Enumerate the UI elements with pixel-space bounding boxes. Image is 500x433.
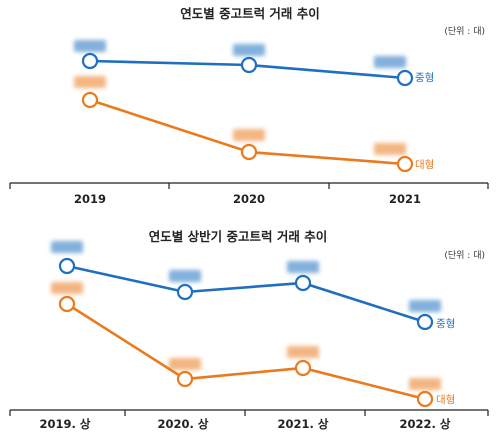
data-point-marker (396, 69, 414, 87)
data-point-marker (81, 52, 99, 70)
chart-2-tick-label: 2020. 상 (158, 417, 209, 431)
chart-2-series-mid (51, 241, 441, 331)
chart-2-series-label-large: 대형 (436, 394, 455, 406)
chart-2-tick-marks (9, 410, 489, 416)
data-point-marker (81, 91, 99, 109)
data-label-obscured (169, 270, 201, 282)
chart-2-unit: (단위 : 대) (444, 250, 485, 261)
chart-2: 연도별 상반기 중고트럭 거래 추이 (단위 : 대) 2019. 상 2020… (9, 229, 489, 431)
data-point-marker (294, 359, 312, 377)
chart-1-tick-label: 2020 (233, 192, 265, 206)
data-label-obscured (51, 241, 83, 253)
data-label-obscured (51, 282, 83, 294)
chart-2-series-label-mid: 중형 (436, 318, 455, 330)
data-point-marker (294, 274, 312, 292)
chart-1-unit: (단위 : 대) (444, 26, 485, 37)
chart-1-series-mid (74, 40, 414, 87)
data-label-obscured (287, 261, 319, 273)
chart-2-tick-label: 2021. 상 (278, 417, 329, 431)
chart-1-title: 연도별 중고트럭 거래 추이 (180, 6, 320, 21)
chart-1-series-label-large: 대형 (415, 159, 434, 171)
data-point-marker (240, 143, 258, 161)
chart-1-tick-label: 2019 (74, 192, 106, 206)
data-label-obscured (409, 378, 441, 390)
chart-1-series-large (74, 76, 414, 173)
chart-2-series-large (51, 282, 441, 408)
data-point-marker (240, 56, 258, 74)
data-point-marker (176, 370, 194, 388)
data-label-obscured (233, 44, 265, 56)
data-label-obscured (374, 143, 406, 155)
data-label-obscured (287, 346, 319, 358)
chart-2-title: 연도별 상반기 중고트럭 거래 추이 (149, 229, 327, 244)
data-label-obscured (169, 358, 201, 370)
series-line (66, 264, 426, 324)
data-point-marker (396, 155, 414, 173)
series-line (66, 302, 426, 401)
data-label-obscured (74, 76, 106, 88)
data-label-obscured (233, 129, 265, 141)
chart-2-tick-label: 2022. 상 (400, 417, 451, 431)
data-point-marker (58, 295, 76, 313)
chart-1: 연도별 중고트럭 거래 추이 (단위 : 대) 2019 2020 2021 중… (9, 6, 489, 206)
chart-1-series-label-mid: 중형 (415, 72, 434, 84)
data-point-marker (416, 313, 434, 331)
chart-1-tick-label: 2021 (389, 192, 421, 206)
chart-2-tick-label: 2019. 상 (40, 417, 91, 431)
data-point-marker (416, 390, 434, 408)
data-point-marker (58, 257, 76, 275)
data-label-obscured (409, 300, 441, 312)
data-label-obscured (74, 40, 106, 52)
chart-1-tick-marks (9, 183, 489, 189)
data-label-obscured (374, 56, 406, 68)
data-point-marker (176, 283, 194, 301)
